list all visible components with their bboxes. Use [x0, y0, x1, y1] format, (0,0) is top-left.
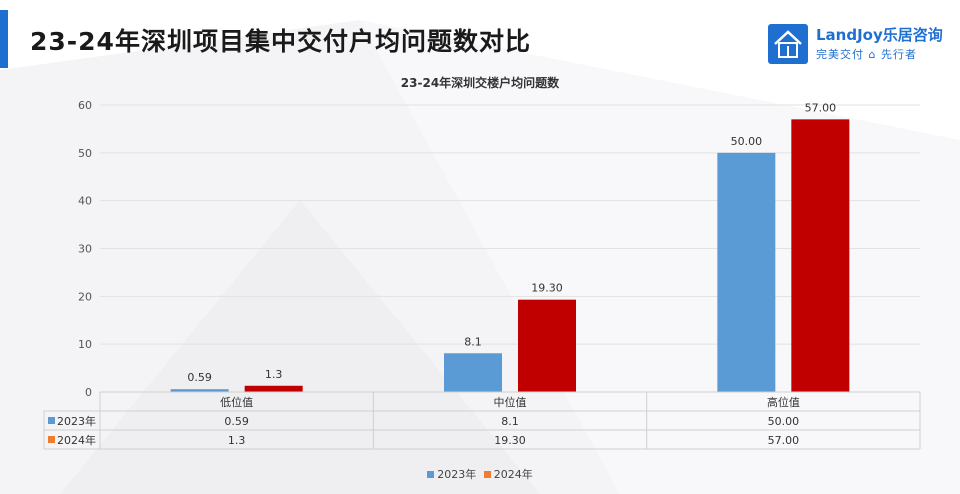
data-label: 57.00: [805, 101, 837, 114]
legend-item-2023: 2023年: [427, 466, 476, 482]
x-category-label: 中位值: [494, 395, 527, 409]
table-series-name: 2023年: [57, 414, 96, 428]
table-cell-value: 50.00: [768, 415, 800, 428]
legend-item-2024: 2024年: [483, 466, 533, 482]
logo-slogan: 完美交付 ⌂ 先行者: [816, 46, 917, 62]
data-label: 50.00: [731, 135, 763, 148]
chart-title: 23-24年深圳交楼户均问题数: [400, 76, 560, 90]
slogan-house-icon: ⌂: [868, 48, 877, 61]
table-cell-value: 1.3: [228, 434, 246, 447]
bar: [244, 385, 303, 392]
y-tick-label: 20: [78, 290, 92, 303]
data-label: 0.59: [187, 371, 212, 384]
legend-swatch-2023: [427, 470, 435, 478]
table-series-swatch: [48, 436, 55, 443]
y-tick-label: 10: [78, 338, 92, 351]
bar: [518, 299, 576, 392]
table-series-swatch: [48, 417, 55, 424]
house-icon: [768, 24, 808, 64]
y-tick-label: 60: [78, 99, 92, 112]
y-tick-label: 30: [78, 243, 92, 256]
table-cell-value: 19.30: [494, 434, 526, 447]
data-label: 8.1: [464, 335, 482, 348]
data-label: 1.3: [265, 368, 283, 381]
y-tick-label: 50: [78, 147, 92, 160]
bar: [170, 389, 229, 392]
x-category-label: 低位值: [220, 395, 253, 409]
x-category-label: 高位值: [767, 395, 800, 409]
legend-label-2024: 2024年: [493, 468, 533, 481]
data-label: 19.30: [531, 282, 563, 295]
y-tick-label: 0: [85, 386, 92, 399]
table-cell-value: 57.00: [768, 434, 800, 447]
legend-label-2023: 2023年: [437, 468, 477, 481]
chart-legend: 2023年 2024年: [0, 466, 960, 482]
logo-slogan-part2: 先行者: [880, 48, 917, 61]
table-cell-value: 0.59: [224, 415, 249, 428]
y-tick-label: 40: [78, 195, 92, 208]
bar: [791, 119, 850, 392]
legend-swatch-2024: [483, 470, 491, 478]
company-logo: LandJoy乐居咨询 完美交付 ⌂ 先行者: [768, 22, 958, 66]
table-series-name: 2024年: [57, 433, 96, 447]
bar: [717, 152, 776, 392]
logo-brand-name: LandJoy乐居咨询: [816, 26, 943, 44]
title-accent-bar: [0, 10, 8, 68]
bar: [444, 353, 502, 392]
table-cell-value: 8.1: [501, 415, 519, 428]
page-title: 23-24年深圳项目集中交付户均问题数对比: [30, 27, 531, 56]
logo-slogan-part1: 完美交付: [816, 48, 864, 61]
